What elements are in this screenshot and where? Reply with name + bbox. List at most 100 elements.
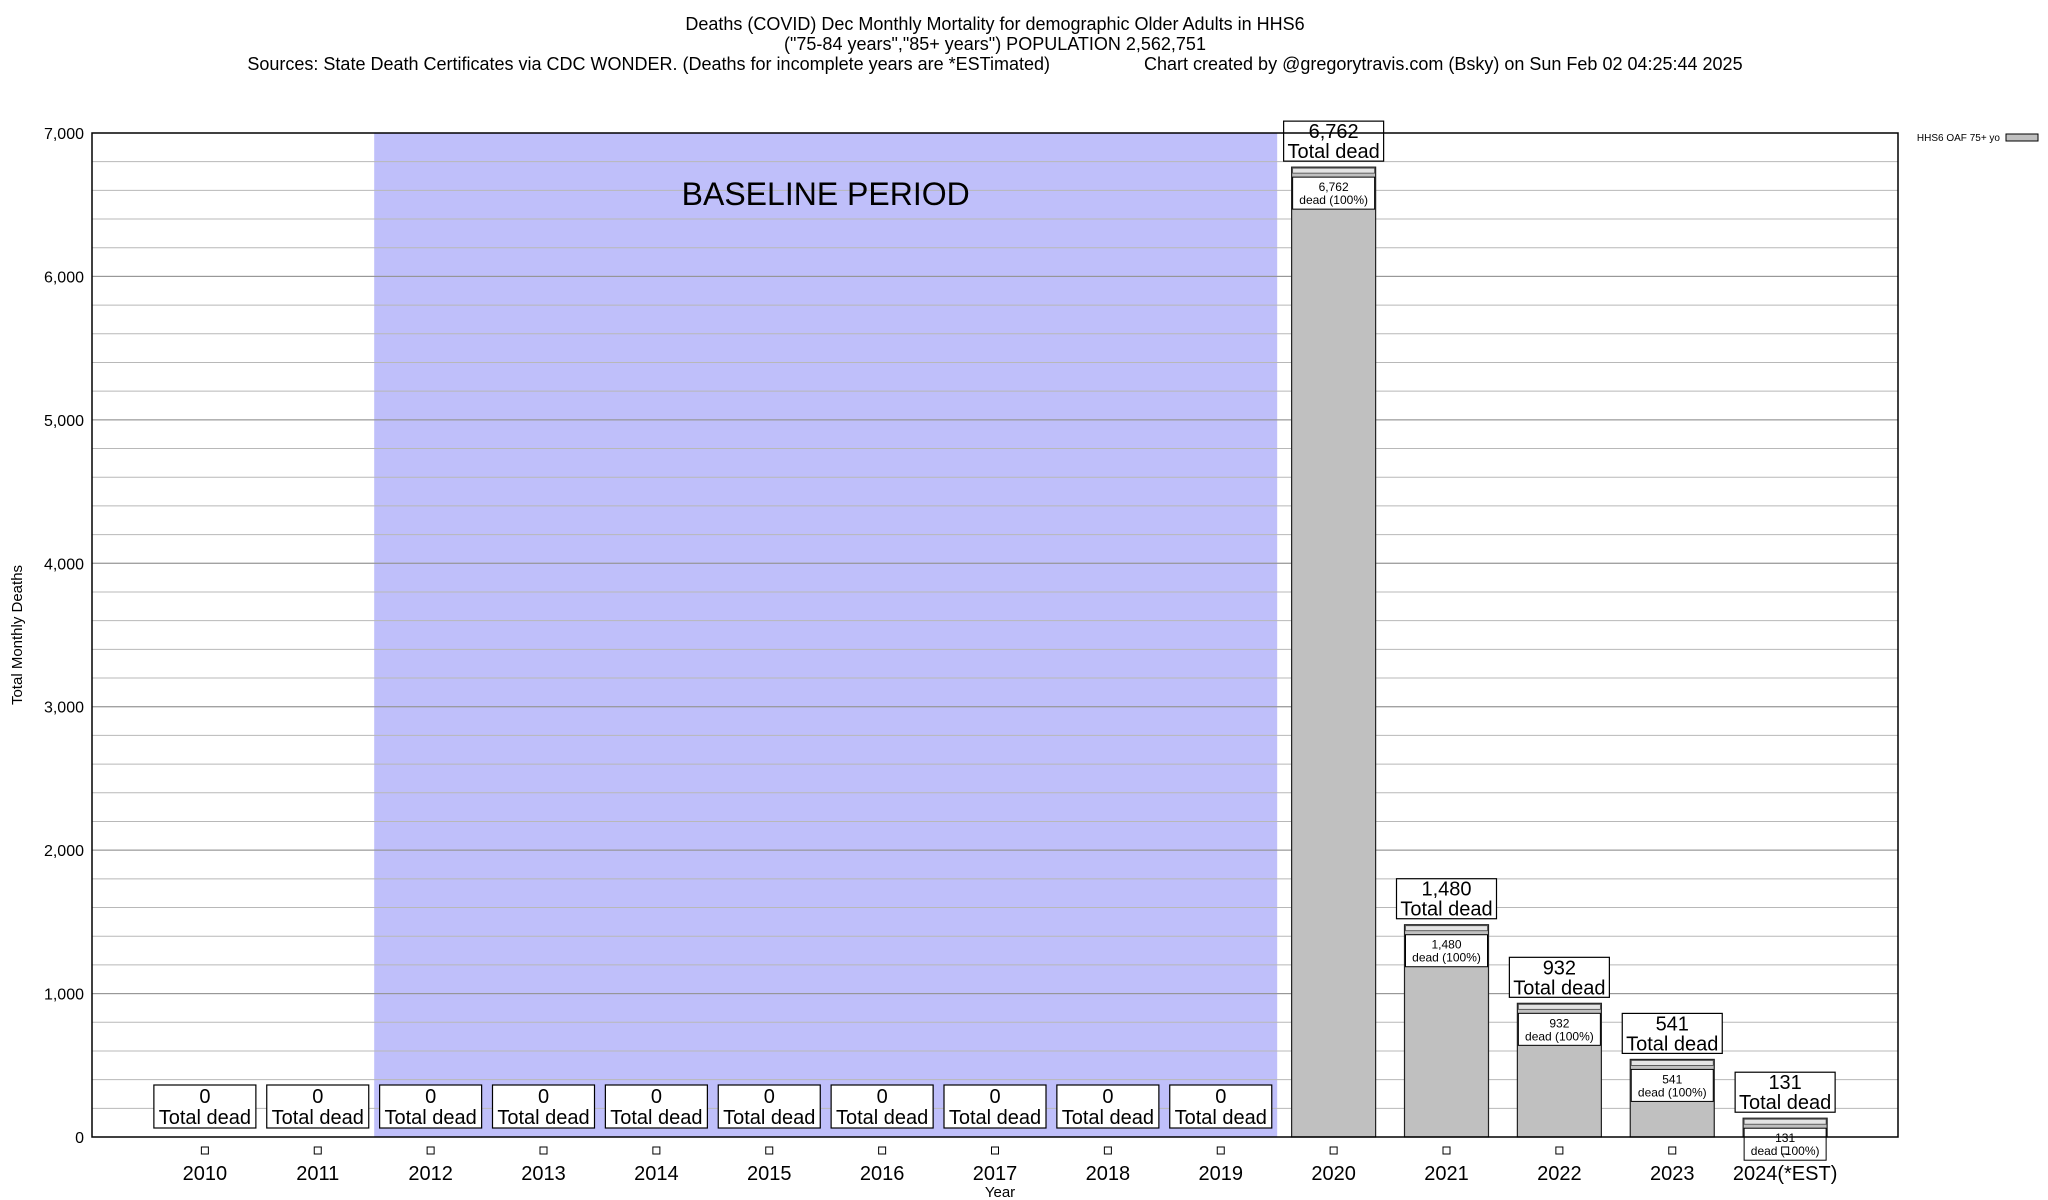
- x-marker: [1781, 1146, 1790, 1155]
- inner-value-label: 541: [1662, 1072, 1682, 1086]
- total-value-label: 0: [538, 1086, 549, 1108]
- x-tick-label: 2014: [634, 1163, 679, 1185]
- inner-label-box: [1405, 934, 1488, 968]
- total-dead-label: Total dead: [949, 1107, 1041, 1129]
- inner-label-box: [1517, 1012, 1601, 1046]
- total-value-label: 0: [425, 1086, 436, 1108]
- inner-label-box: [1292, 176, 1376, 210]
- total-dead-label: Total dead: [723, 1107, 815, 1129]
- bar-cap: [1630, 1060, 1714, 1066]
- y-tick-label: 6,000: [44, 269, 84, 286]
- plot-frame: [91, 132, 1899, 1138]
- x-tick-label: 2023: [1650, 1163, 1695, 1185]
- x-marker: [426, 1146, 435, 1155]
- y-axis-title: Total Monthly Deaths: [9, 565, 26, 705]
- inner-value-label: 1,480: [1431, 938, 1461, 952]
- bar-cap: [1743, 1118, 1827, 1125]
- total-label-box: [1734, 1071, 1836, 1113]
- chart-credit: Chart created by @gregorytravis.com (Bsk…: [1144, 54, 1743, 74]
- total-value-label: 1,480: [1421, 879, 1471, 901]
- bar: [1291, 166, 1377, 1138]
- y-tick-label: 2,000: [44, 843, 84, 860]
- total-dead-label: Total dead: [1175, 1107, 1267, 1129]
- x-marker: [991, 1146, 999, 1155]
- inner-label-box: [1630, 1068, 1714, 1102]
- total-label-box: [830, 1084, 934, 1129]
- total-label-box: [717, 1084, 821, 1129]
- total-dead-label: Total dead: [1513, 977, 1605, 999]
- total-label-box: [491, 1084, 596, 1129]
- x-marker: [1103, 1146, 1112, 1155]
- total-value-label: 0: [764, 1086, 775, 1108]
- y-tick-label: 5,000: [44, 413, 84, 430]
- total-value-label: 131: [1768, 1072, 1801, 1094]
- inner-value-label: 6,762: [1319, 180, 1349, 194]
- chart-sources: Sources: State Death Certificates via CD…: [247, 54, 1050, 74]
- x-marker: [1329, 1146, 1338, 1155]
- x-marker: [1668, 1146, 1677, 1155]
- x-tick-label: 2021: [1424, 1163, 1469, 1185]
- total-label-box: [1621, 1012, 1723, 1055]
- total-dead-label: Total dead: [1287, 141, 1379, 163]
- y-tick-label: 4,000: [44, 556, 84, 573]
- x-marker: [878, 1146, 887, 1155]
- total-value-label: 0: [312, 1086, 323, 1108]
- y-tick-label: 0: [75, 1130, 84, 1147]
- inner-value-label: 932: [1549, 1016, 1569, 1030]
- baseline-period-label: BASELINE PERIOD: [682, 176, 970, 212]
- bar-cap: [1292, 167, 1376, 174]
- total-value-label: 0: [199, 1086, 210, 1108]
- total-label-box: [266, 1084, 370, 1129]
- total-value-label: 541: [1656, 1013, 1689, 1035]
- total-dead-label: Total dead: [1739, 1092, 1831, 1114]
- total-dead-label: Total dead: [1626, 1033, 1718, 1055]
- x-marker: [1555, 1146, 1564, 1155]
- chart-title-block: Deaths (COVID) Dec Monthly Mortality for…: [0, 14, 1990, 74]
- y-tick-label: 3,000: [44, 700, 84, 717]
- chart-sources-line: Sources: State Death Certificates via CD…: [0, 54, 1990, 74]
- chart-title: Deaths (COVID) Dec Monthly Mortality for…: [685, 14, 1305, 34]
- x-tick-label: 2020: [1311, 1163, 1356, 1185]
- inner-percent-label: dead (100%): [1638, 1085, 1707, 1099]
- x-axis-title: Year: [985, 1184, 1015, 1200]
- bar-cap: [1405, 925, 1488, 932]
- x-tick-label: 2010: [183, 1163, 228, 1185]
- inner-percent-label: dead (100%): [1412, 951, 1481, 965]
- total-label-box: [379, 1084, 483, 1129]
- inner-label-box: [1743, 1127, 1827, 1161]
- total-dead-label: Total dead: [1062, 1107, 1154, 1129]
- y-tick-label: 1,000: [44, 987, 84, 1004]
- total-dead-label: Total dead: [384, 1107, 476, 1129]
- x-tick-label: 2012: [408, 1163, 453, 1185]
- total-value-label: 0: [1102, 1086, 1113, 1108]
- total-value-label: 0: [877, 1086, 888, 1108]
- total-value-label: 0: [651, 1086, 662, 1108]
- x-marker: [313, 1146, 322, 1155]
- total-label-box: [1395, 878, 1498, 920]
- x-tick-label: 2022: [1537, 1163, 1582, 1185]
- chart-subtitle: ("75-84 years","85+ years") POPULATION 2…: [784, 34, 1206, 54]
- total-value-label: 932: [1543, 957, 1576, 979]
- total-label-box: [1508, 956, 1610, 998]
- total-dead-label: Total dead: [1400, 899, 1492, 921]
- total-dead-label: Total dead: [836, 1107, 928, 1129]
- total-label-box: [1283, 120, 1385, 162]
- x-tick-label: 2019: [1199, 1163, 1244, 1185]
- legend-swatch: [2005, 133, 2039, 142]
- x-marker: [200, 1146, 209, 1155]
- x-marker: [652, 1146, 661, 1155]
- total-label-box: [604, 1084, 708, 1129]
- total-value-label: 0: [989, 1086, 1000, 1108]
- total-label-box: [153, 1084, 257, 1129]
- total-value-label: 6,762: [1309, 121, 1359, 143]
- total-dead-label: Total dead: [272, 1107, 364, 1129]
- x-marker: [765, 1146, 774, 1155]
- total-label-box: [943, 1084, 1047, 1129]
- y-tick-label: 7,000: [44, 126, 84, 143]
- baseline-period-band: [374, 133, 1278, 1137]
- x-tick-label: 2024(*EST): [1733, 1163, 1838, 1185]
- total-value-label: 0: [1215, 1086, 1226, 1108]
- total-label-box: [1169, 1084, 1273, 1129]
- total-dead-label: Total dead: [497, 1107, 589, 1129]
